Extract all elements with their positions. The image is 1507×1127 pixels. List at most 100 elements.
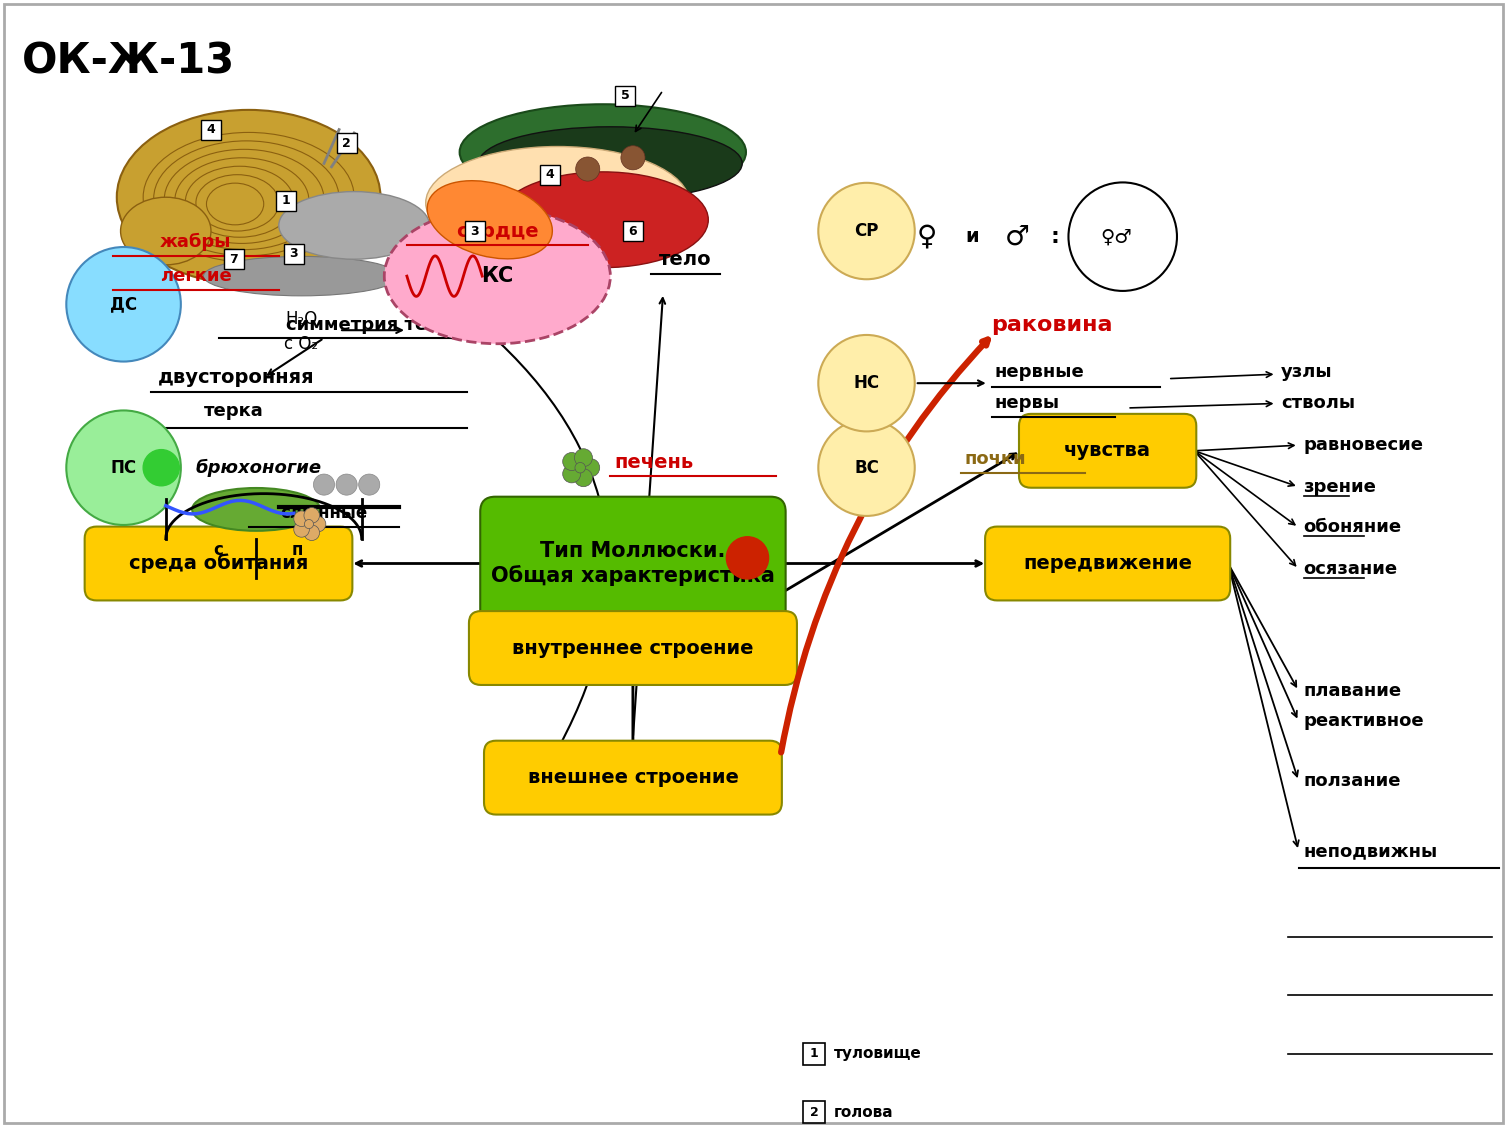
Text: раковина: раковина: [992, 314, 1114, 335]
Text: ОК-Ж-13: ОК-Ж-13: [21, 41, 235, 83]
FancyBboxPatch shape: [615, 86, 636, 106]
Circle shape: [574, 469, 592, 487]
Text: 3: 3: [289, 247, 298, 260]
FancyBboxPatch shape: [484, 740, 782, 815]
Text: легкие: легкие: [160, 267, 232, 285]
Text: почки: почки: [964, 450, 1026, 468]
Ellipse shape: [121, 197, 211, 265]
Text: ПС: ПС: [110, 459, 137, 477]
Circle shape: [359, 474, 380, 495]
Circle shape: [562, 453, 580, 471]
Ellipse shape: [191, 488, 319, 531]
FancyBboxPatch shape: [200, 119, 222, 140]
FancyBboxPatch shape: [622, 221, 643, 241]
Text: ВС: ВС: [854, 459, 879, 477]
Circle shape: [304, 507, 319, 523]
Text: 2: 2: [809, 1106, 818, 1119]
Text: H₂O: H₂O: [285, 310, 318, 328]
FancyBboxPatch shape: [283, 243, 304, 264]
Circle shape: [576, 462, 585, 473]
Text: стволы: стволы: [1281, 394, 1355, 412]
Text: чувства: чувства: [1064, 442, 1151, 460]
Circle shape: [294, 511, 309, 526]
Text: 7: 7: [229, 252, 238, 266]
Circle shape: [621, 145, 645, 170]
FancyBboxPatch shape: [481, 497, 785, 630]
Text: голова: голова: [835, 1104, 894, 1120]
FancyBboxPatch shape: [803, 1042, 826, 1065]
Text: двусторонняя: двусторонняя: [158, 369, 315, 387]
Text: 1: 1: [282, 194, 291, 207]
Circle shape: [574, 449, 592, 467]
FancyBboxPatch shape: [986, 526, 1230, 601]
Text: и: и: [964, 228, 980, 246]
Ellipse shape: [460, 104, 746, 201]
Text: 4: 4: [546, 168, 555, 181]
Text: сердце: сердце: [457, 222, 538, 240]
FancyBboxPatch shape: [5, 5, 1502, 1122]
FancyBboxPatch shape: [1019, 414, 1197, 488]
Text: ДС: ДС: [110, 295, 137, 313]
Circle shape: [294, 522, 309, 538]
Text: Тип Моллюски.
Общая характеристика: Тип Моллюски. Общая характеристика: [491, 541, 775, 586]
FancyBboxPatch shape: [540, 165, 561, 185]
FancyBboxPatch shape: [84, 526, 353, 601]
Circle shape: [336, 474, 357, 495]
Text: узлы: узлы: [1281, 363, 1332, 381]
Text: 5: 5: [621, 89, 630, 103]
Circle shape: [726, 536, 769, 579]
Text: ♂: ♂: [1005, 223, 1029, 250]
Text: терка: терка: [203, 402, 264, 420]
Text: передвижение: передвижение: [1023, 554, 1192, 573]
Circle shape: [818, 335, 915, 432]
Text: 6: 6: [628, 224, 637, 238]
Text: НС: НС: [853, 374, 880, 392]
Text: 2: 2: [342, 136, 351, 150]
Ellipse shape: [426, 180, 553, 259]
Circle shape: [310, 516, 326, 532]
Ellipse shape: [425, 147, 689, 259]
Circle shape: [818, 183, 915, 279]
Text: нервы: нервы: [995, 394, 1059, 412]
Text: 4: 4: [206, 123, 216, 136]
Text: внешнее строение: внешнее строение: [527, 769, 738, 787]
Text: зрение: зрение: [1304, 478, 1376, 496]
Text: тело: тело: [660, 250, 711, 268]
Text: брюхоногие: брюхоногие: [196, 459, 322, 477]
Text: осязание: осязание: [1304, 560, 1397, 578]
Text: КС: КС: [481, 266, 514, 286]
Circle shape: [562, 464, 580, 482]
Circle shape: [66, 410, 181, 525]
Text: :: :: [1050, 227, 1059, 247]
Text: ползание: ползание: [1304, 772, 1402, 790]
Text: равновесие: равновесие: [1304, 436, 1424, 454]
Ellipse shape: [118, 110, 380, 285]
Circle shape: [143, 450, 179, 486]
Text: жабры: жабры: [160, 233, 232, 251]
FancyBboxPatch shape: [276, 190, 297, 211]
Circle shape: [1068, 183, 1177, 291]
Text: п: п: [291, 541, 303, 559]
FancyBboxPatch shape: [464, 221, 485, 241]
Text: внутреннее строение: внутреннее строение: [512, 639, 754, 657]
FancyBboxPatch shape: [469, 611, 797, 685]
FancyBboxPatch shape: [803, 1101, 826, 1124]
Ellipse shape: [497, 171, 708, 268]
Circle shape: [304, 525, 319, 541]
FancyBboxPatch shape: [223, 249, 244, 269]
Text: туловище: туловище: [835, 1046, 922, 1062]
Text: ♀♂: ♀♂: [1100, 228, 1133, 246]
FancyBboxPatch shape: [336, 133, 357, 153]
Text: нервные: нервные: [995, 363, 1085, 381]
Ellipse shape: [479, 126, 741, 201]
Circle shape: [576, 157, 600, 181]
Text: 1: 1: [809, 1047, 818, 1061]
Text: плавание: плавание: [1304, 682, 1402, 700]
Text: симметрия тела: симметрия тела: [286, 316, 452, 334]
Text: среда обитания: среда обитания: [128, 553, 309, 574]
Circle shape: [66, 247, 181, 362]
Ellipse shape: [384, 208, 610, 344]
Ellipse shape: [203, 257, 399, 295]
Text: СР: СР: [854, 222, 879, 240]
Circle shape: [313, 474, 335, 495]
